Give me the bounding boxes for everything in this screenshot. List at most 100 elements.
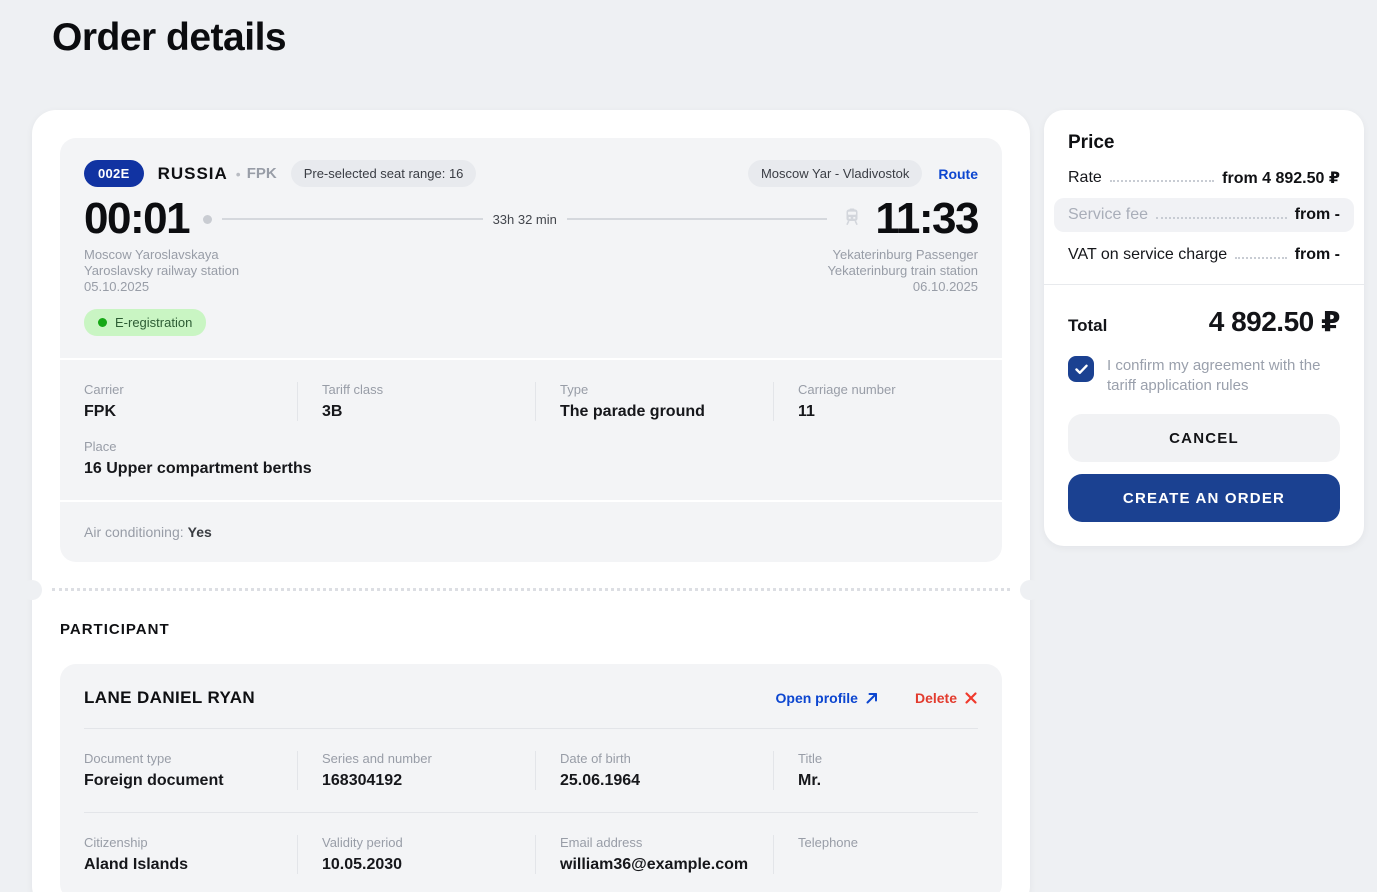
detail-value: 3B (322, 403, 343, 420)
detail-label: Carrier (84, 382, 124, 397)
field-label: Date of birth (560, 751, 631, 766)
detail-value: FPK (84, 403, 116, 420)
dotted-leader (1235, 257, 1287, 259)
divider (84, 728, 978, 729)
price-row-label: Service fee (1068, 206, 1149, 223)
price-row-service-fee: Service fee from - (1054, 198, 1354, 232)
detail-place: Place 16 Upper compartment berths (84, 439, 978, 478)
price-panel: Price Rate from 4 892.50 ₽ Service fee f… (1044, 110, 1364, 546)
departure-station: Moscow Yaroslavskaya (84, 247, 219, 262)
detail-label: Tariff class (322, 382, 384, 397)
timeline-line (222, 218, 483, 220)
arrival-time: 11:33 (875, 194, 979, 243)
train-details-section: Carrier FPK Tariff class 3B Type The par… (60, 358, 1002, 500)
departure-station-detail: Yaroslavsky railway station (84, 263, 240, 278)
carrier-short-label: FPK (246, 165, 277, 182)
agreement-text: I confirm my agreement with the tariff a… (1107, 357, 1321, 394)
tariff-agreement-row: I confirm my agreement with the tariff a… (1068, 356, 1340, 396)
participant-field-validity-period: Validity period 10.05.2030 (297, 835, 535, 874)
delete-participant-link[interactable]: Delete (915, 690, 978, 706)
route-chip: Moscow Yar - Vladivostok (747, 160, 923, 187)
cancel-button[interactable]: CANCEL (1068, 414, 1340, 462)
participant-field-telephone: Telephone (773, 835, 978, 874)
order-card: 002E RUSSIA • FPK Pre-selected seat rang… (22, 110, 1040, 892)
price-row-vat: VAT on service charge from - (1068, 246, 1340, 264)
detail-label: Carriage number (798, 382, 896, 397)
field-label: Title (798, 751, 823, 766)
field-label: Series and number (322, 751, 432, 766)
perforation-notch (1020, 580, 1040, 600)
participant-name: LANE DANIEL RYAN (84, 688, 256, 707)
aircon-value: Yes (187, 524, 212, 540)
detail-value: 11 (798, 403, 815, 420)
trip-duration: 33h 32 min (492, 211, 557, 227)
total-row: Total 4 892.50 ₽ (1068, 305, 1341, 338)
participant-field-email: Email address william36@example.com (535, 835, 773, 874)
route-link[interactable]: Route (938, 165, 978, 182)
price-row-value: from - (1294, 206, 1340, 223)
price-row-value: from - (1294, 246, 1340, 263)
price-title: Price (1068, 132, 1115, 153)
create-order-button[interactable]: CREATE AN ORDER (1068, 474, 1340, 522)
dotted-leader (1109, 180, 1215, 182)
trip-timeline: 33h 32 min (203, 208, 861, 231)
field-label: Email address (560, 835, 643, 850)
amenities-section: Air conditioning: Yes (60, 500, 1002, 562)
departure-station-info: Moscow Yaroslavskaya Yaroslavsky railway… (84, 247, 239, 295)
field-label: Telephone (798, 835, 858, 850)
field-label: Document type (84, 751, 172, 766)
close-icon (965, 692, 977, 704)
departure-date: 05.10.2025 (84, 279, 150, 294)
total-value: 4 892.50 ₽ (1208, 306, 1341, 337)
train-icon (843, 208, 861, 231)
divider (1044, 284, 1364, 285)
e-registration-label: E-registration (115, 315, 193, 330)
dotted-leader (1156, 217, 1287, 219)
open-profile-label: Open profile (775, 690, 858, 706)
participant-field-series-number: Series and number 168304192 (297, 751, 535, 790)
detail-value: 16 Upper compartment berths (84, 460, 312, 477)
detail-label: Type (560, 382, 589, 397)
arrival-station-detail: Yekaterinburg train station (827, 263, 978, 278)
ticket-perforation (22, 580, 1040, 600)
participant-field-title: Title Mr. (773, 751, 978, 790)
arrival-date: 06.10.2025 (912, 279, 978, 294)
participant-field-document-type: Document type Foreign document (84, 751, 297, 790)
price-row-label: Rate (1068, 169, 1102, 186)
participant-section-title: PARTICIPANT (60, 621, 170, 638)
timeline-line (566, 218, 828, 220)
field-value: 10.05.2030 (322, 856, 403, 873)
delete-label: Delete (914, 690, 957, 706)
train-panel: 002E RUSSIA • FPK Pre-selected seat rang… (60, 138, 1002, 562)
seat-range-chip: Pre-selected seat range: 16 (290, 160, 477, 187)
divider (84, 812, 978, 813)
check-icon (1074, 364, 1088, 374)
open-profile-link[interactable]: Open profile (776, 690, 879, 706)
total-label: Total (1068, 316, 1108, 335)
aircon-label: Air conditioning: (84, 524, 184, 540)
detail-carriage-number: Carriage number 11 (773, 382, 978, 421)
field-label: Validity period (322, 835, 403, 850)
train-summary-section: 002E RUSSIA • FPK Pre-selected seat rang… (60, 138, 1002, 358)
timeline-dot (203, 214, 213, 224)
arrival-station-info: Yekaterinburg Passenger Yekaterinburg tr… (827, 247, 978, 295)
field-value: Foreign document (84, 772, 224, 789)
departure-time: 00:01 (84, 194, 191, 243)
train-number-badge: 002E (84, 160, 144, 187)
page-title: Order details (52, 16, 287, 59)
field-value: Aland Islands (84, 856, 189, 873)
field-value: 168304192 (322, 772, 403, 789)
perforation-notch (22, 580, 42, 600)
price-row-value: from 4 892.50 ₽ (1222, 170, 1340, 187)
participant-field-date-of-birth: Date of birth 25.06.1964 (535, 751, 773, 790)
carrier-logo: RUSSIA (157, 163, 228, 183)
agreement-checkbox[interactable] (1068, 356, 1094, 382)
price-row-rate: Rate from 4 892.50 ₽ (1068, 168, 1340, 188)
price-row-label: VAT on service charge (1068, 246, 1228, 263)
participant-field-citizenship: Citizenship Aland Islands (84, 835, 297, 874)
field-value: william36@example.com (560, 856, 749, 873)
field-label: Citizenship (84, 835, 148, 850)
external-arrow-icon (866, 693, 877, 704)
detail-tariff-class: Tariff class 3B (297, 382, 535, 421)
field-value: 25.06.1964 (560, 772, 641, 789)
